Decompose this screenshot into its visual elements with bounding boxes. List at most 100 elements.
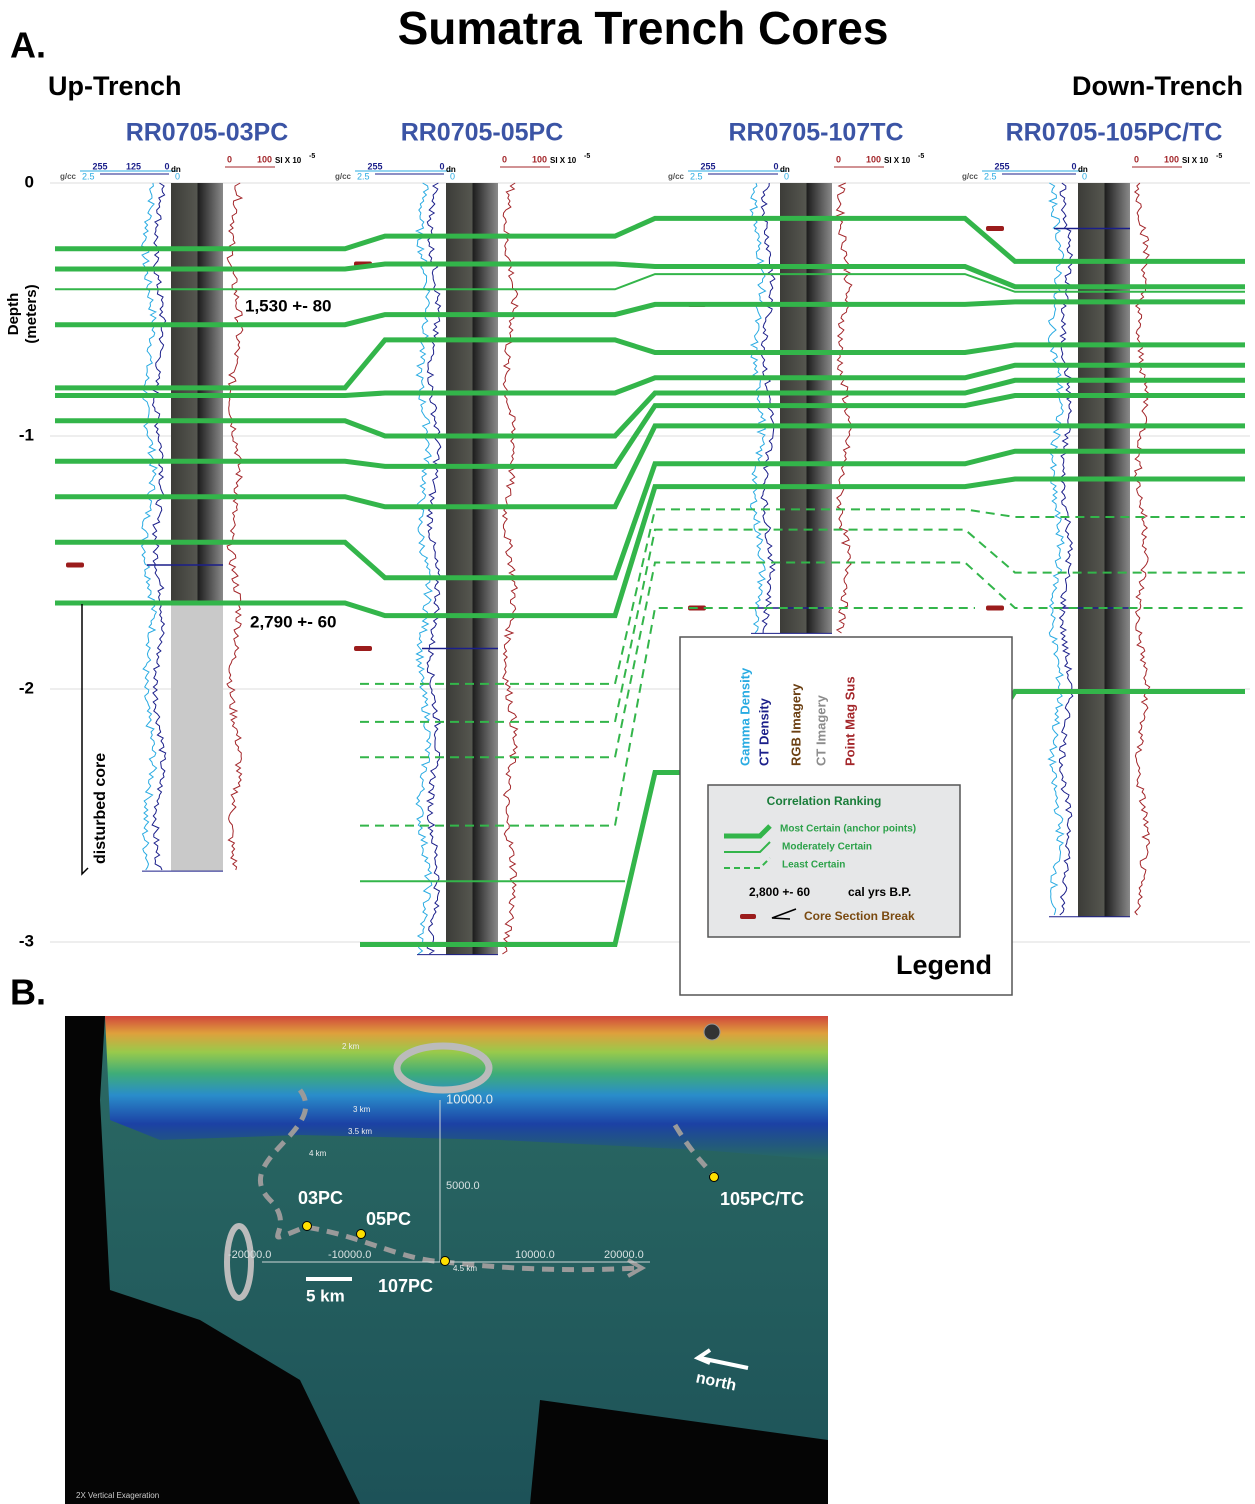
scale-tick: 0 xyxy=(836,154,841,164)
scale-tick: 0 xyxy=(164,161,169,171)
site-dot xyxy=(303,1222,312,1231)
legend-track: CT Imagery xyxy=(813,694,828,766)
section-break xyxy=(354,646,372,651)
core-image xyxy=(1078,183,1130,917)
page: A. Sumatra Trench Cores Up-Trench Down-T… xyxy=(0,0,1255,1504)
panel-label: B. xyxy=(10,972,46,1013)
scale-tick: 0 xyxy=(1134,154,1139,164)
scale-tick: 125 xyxy=(126,161,141,171)
scale-tick: 100 xyxy=(532,154,547,164)
core-name: RR0705-05PC xyxy=(401,119,564,147)
grid-label: -20000.0 xyxy=(228,1249,271,1261)
section-break xyxy=(986,226,1004,231)
track-label: CT Density xyxy=(756,697,771,766)
core-name: RR0705-03PC xyxy=(126,119,289,147)
contour-label: 3 km xyxy=(353,1105,371,1114)
section-break xyxy=(66,563,84,568)
scale-unit: -5 xyxy=(1216,153,1222,160)
scale-tick: 100 xyxy=(866,154,881,164)
site-label: 03PC xyxy=(298,1188,343,1208)
section-break xyxy=(986,606,1004,611)
down-trench: Down-Trench xyxy=(1072,71,1243,101)
scale-tick: 0 xyxy=(439,161,444,171)
rank-label: Moderately Certain xyxy=(782,842,872,853)
gamma-curve xyxy=(416,183,432,954)
age-unit: cal yrs B.P. xyxy=(848,885,911,899)
depth-label-text: Depth xyxy=(5,293,22,336)
scale-unit: -5 xyxy=(584,153,590,160)
core-logs xyxy=(50,183,1250,955)
track-label: Point Mag Sus xyxy=(842,676,857,766)
scale-unit: SI X 10 xyxy=(275,156,302,165)
grid-label: 20000.0 xyxy=(604,1249,644,1261)
scale-unit: g/cc xyxy=(60,172,77,181)
core-image xyxy=(446,183,498,955)
core-name: RR0705-107TC xyxy=(728,119,903,147)
legend-track: CT Density xyxy=(756,697,771,766)
site-label: 105PC/TC xyxy=(720,1189,804,1209)
scale-tick: 255 xyxy=(700,161,715,171)
ranking-title: Correlation Ranking xyxy=(767,794,882,808)
disturbed-label: disturbed core xyxy=(92,753,109,864)
depth-tick-label: -1 xyxy=(19,425,34,444)
magsus-curve xyxy=(227,183,243,870)
scale-unit: dn xyxy=(446,165,456,174)
site-dot xyxy=(441,1257,450,1266)
contour-label: 2 km xyxy=(342,1042,360,1051)
scale-tick: 2.5 xyxy=(82,171,95,181)
scale-unit: dn xyxy=(171,165,181,174)
scale-tick: 255 xyxy=(367,161,382,171)
age-label: 2,790 +- 60 xyxy=(250,612,337,631)
grid-label: 5000.0 xyxy=(446,1180,480,1192)
ct-curve xyxy=(152,183,166,870)
core-image xyxy=(780,183,832,633)
scale-tick: 0 xyxy=(1071,161,1076,171)
scale-unit: dn xyxy=(1078,165,1088,174)
site-label: 05PC xyxy=(366,1209,411,1229)
legend-track: RGB Imagery xyxy=(788,683,803,766)
age-label: 1,530 +- 80 xyxy=(245,296,332,315)
legend-break xyxy=(740,914,756,919)
track-label: Gamma Density xyxy=(737,667,752,766)
scale-unit: SI X 10 xyxy=(884,156,911,165)
depth-tick-label: 0 xyxy=(25,172,34,191)
scale-tick: 2.5 xyxy=(984,171,997,181)
depth-unit: (meters) xyxy=(23,284,40,343)
site-label: 107PC xyxy=(378,1276,433,1296)
grid-label: 10000.0 xyxy=(515,1249,555,1261)
magsus-curve xyxy=(502,183,517,954)
site-dot xyxy=(357,1230,366,1239)
site-dot xyxy=(710,1173,719,1182)
legend-track: Point Mag Sus xyxy=(842,676,857,766)
legend-track: Gamma Density xyxy=(737,667,752,766)
map: 03PC 05PC 107PC 105PC/TC 5 km -20000.0 -… xyxy=(65,1016,828,1504)
rank-label: Least Certain xyxy=(782,860,845,871)
scale-unit: g/cc xyxy=(335,172,352,181)
figure: A. Sumatra Trench Cores Up-Trench Down-T… xyxy=(0,0,1255,1504)
disturbed-section xyxy=(171,603,223,871)
core-name: RR0705-105PC/TC xyxy=(1006,119,1223,147)
scale-tick: 0 xyxy=(502,154,507,164)
depth-tick-label: -2 xyxy=(19,678,34,697)
scale-tick: 100 xyxy=(257,154,272,164)
scale-unit: g/cc xyxy=(962,172,979,181)
scale-tick: 0 xyxy=(227,154,232,164)
scale-unit: SI X 10 xyxy=(1182,156,1209,165)
scale-unit: SI X 10 xyxy=(550,156,577,165)
contour-label: 4.5 km xyxy=(453,1264,477,1273)
gamma-curve xyxy=(142,183,157,870)
correlation-line xyxy=(55,302,1245,325)
scale-label: 5 km xyxy=(306,1286,345,1305)
compass-ball xyxy=(704,1024,720,1040)
disturbed-arrow xyxy=(82,604,88,874)
contour-label: 4 km xyxy=(309,1149,327,1158)
age-example: 2,800 +- 60 xyxy=(749,885,810,899)
title: Sumatra Trench Cores xyxy=(398,2,889,54)
scale-tick: 255 xyxy=(92,161,107,171)
rank-label: Most Certain (anchor points) xyxy=(780,824,916,835)
scale-tick: 0 xyxy=(773,161,778,171)
scale-unit: -5 xyxy=(309,153,315,160)
scale-unit: -5 xyxy=(918,153,924,160)
track-label: RGB Imagery xyxy=(788,683,803,766)
scale-tick: 255 xyxy=(994,161,1009,171)
